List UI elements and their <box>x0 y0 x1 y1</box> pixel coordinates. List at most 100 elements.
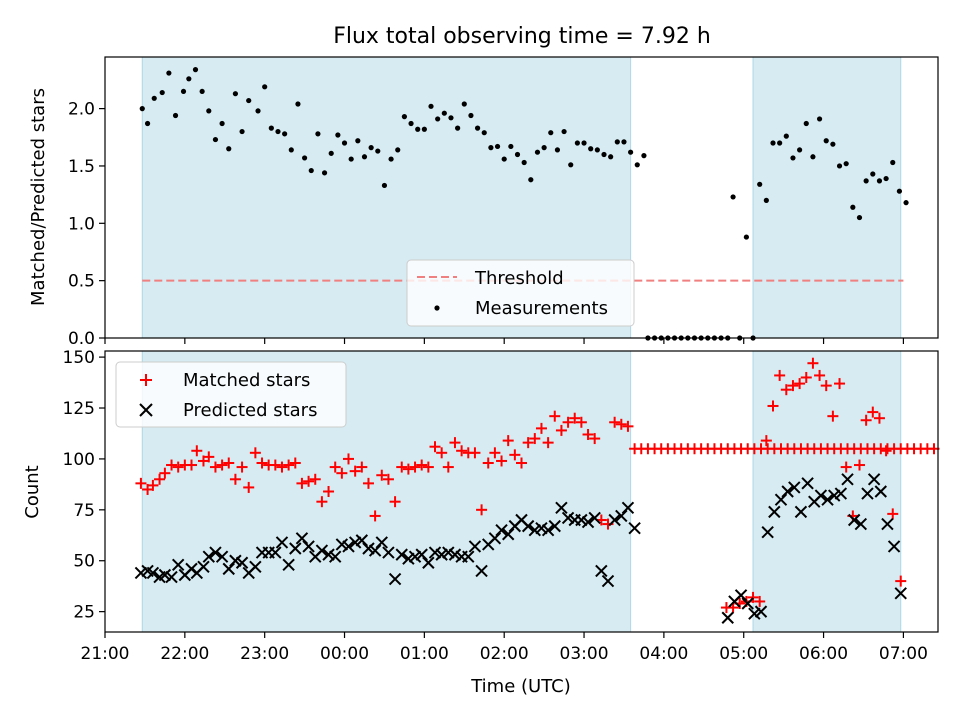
matched-point <box>509 449 521 461</box>
x-tick-label: 00:00 <box>320 644 369 664</box>
predicted-point <box>302 540 315 553</box>
measurement-point <box>763 197 769 203</box>
matched-point <box>516 457 527 469</box>
chart-title: Flux total observing time = 7.92 h <box>333 24 711 49</box>
matched-point <box>456 445 468 457</box>
measurement-point <box>876 178 883 184</box>
ratio-x-ticks <box>104 338 905 344</box>
predicted-point <box>847 513 861 527</box>
measurement-point <box>308 167 314 174</box>
matched-point <box>787 380 799 392</box>
matched-point <box>243 481 255 493</box>
matched-point <box>409 461 421 473</box>
measurement-point <box>621 139 627 145</box>
matched-point <box>442 461 454 473</box>
measurement-point <box>321 170 328 176</box>
matched-point <box>389 496 401 508</box>
measurement-point <box>548 130 554 136</box>
measurement-point <box>850 204 856 210</box>
measurement-point <box>282 131 288 137</box>
predicted-point <box>541 523 555 537</box>
measurement-points <box>139 67 909 341</box>
predicted-point <box>581 515 595 529</box>
matched-point <box>542 437 554 449</box>
measurement-point <box>186 76 192 82</box>
matched-point <box>814 369 826 381</box>
measurement-point <box>226 146 232 152</box>
predicted-point <box>488 532 502 545</box>
matched-point <box>760 435 772 447</box>
threshold-legend-label: Threshold <box>474 268 564 289</box>
matched-point <box>429 441 441 453</box>
predicted-point <box>774 493 788 506</box>
y-tick-label: 1.5 <box>68 157 95 177</box>
matched-point <box>135 477 147 489</box>
y-tick-label: 1.0 <box>68 214 95 234</box>
predicted-point <box>315 544 329 557</box>
measurement-point <box>206 108 212 114</box>
predicted-point <box>202 550 215 563</box>
measurement-point <box>594 147 600 153</box>
matched-point <box>336 467 348 479</box>
matched-point <box>191 445 203 457</box>
matched-point <box>209 461 221 473</box>
measurements-legend-swatch <box>434 305 440 311</box>
predicted-point <box>289 542 302 555</box>
matched-point <box>496 455 508 467</box>
measurement-point <box>159 89 165 96</box>
predicted-point <box>342 540 355 553</box>
measurement-point <box>435 116 441 122</box>
measurement-point <box>315 131 321 137</box>
measurement-point <box>335 132 341 138</box>
shaded-intervals <box>141 56 902 339</box>
y-tick-label: 125 <box>63 399 95 419</box>
measurement-point <box>448 115 454 121</box>
x-tick-label: 05:00 <box>719 644 768 664</box>
matched-point <box>402 463 414 475</box>
measurement-point <box>455 125 461 131</box>
matched-point <box>747 591 759 603</box>
ratio-panel: 0.00.51.01.52.0 Matched/Predicted stars … <box>28 56 939 349</box>
measurement-point <box>401 114 408 120</box>
matched-point <box>774 369 786 381</box>
ratio-y-axis-label: Matched/Predicted stars <box>28 88 49 306</box>
measurement-point <box>328 150 334 156</box>
predicted-point <box>621 501 635 514</box>
measurement-point <box>574 140 580 146</box>
count-panel-frame <box>104 350 939 633</box>
matched-point <box>880 445 892 457</box>
measurement-point <box>890 159 896 166</box>
predicted-point <box>555 501 568 514</box>
matched-point <box>575 416 587 428</box>
predicted-point <box>375 536 388 549</box>
measurement-point <box>830 141 836 147</box>
predicted-point <box>395 548 408 561</box>
measurement-point <box>348 156 354 162</box>
matched-point <box>159 467 171 479</box>
measurement-point <box>770 140 776 146</box>
predicted-point <box>841 473 854 486</box>
measurement-point <box>790 155 796 161</box>
measurement-point <box>810 154 816 160</box>
matched-point <box>529 433 541 445</box>
measurement-point <box>295 101 301 107</box>
matched-point <box>549 410 561 422</box>
measurement-point <box>421 126 427 132</box>
measurement-point <box>730 194 736 200</box>
ratio-legend: Threshold Measurements <box>406 259 635 327</box>
y-tick-label: 0.0 <box>68 329 95 349</box>
matched-point <box>376 469 388 481</box>
matched-point <box>827 410 839 422</box>
predicted-point <box>468 540 482 553</box>
measurement-point <box>823 138 829 144</box>
predicted-point <box>215 550 229 563</box>
predicted-point <box>388 572 402 586</box>
matched-point <box>416 459 428 471</box>
measurement-point <box>581 140 587 146</box>
measurement-point <box>608 154 614 160</box>
measurement-point <box>588 146 594 152</box>
matched-point <box>323 486 335 497</box>
predicted-legend-label: Predicted stars <box>183 400 317 421</box>
x-tick-label: 01:00 <box>400 644 449 664</box>
